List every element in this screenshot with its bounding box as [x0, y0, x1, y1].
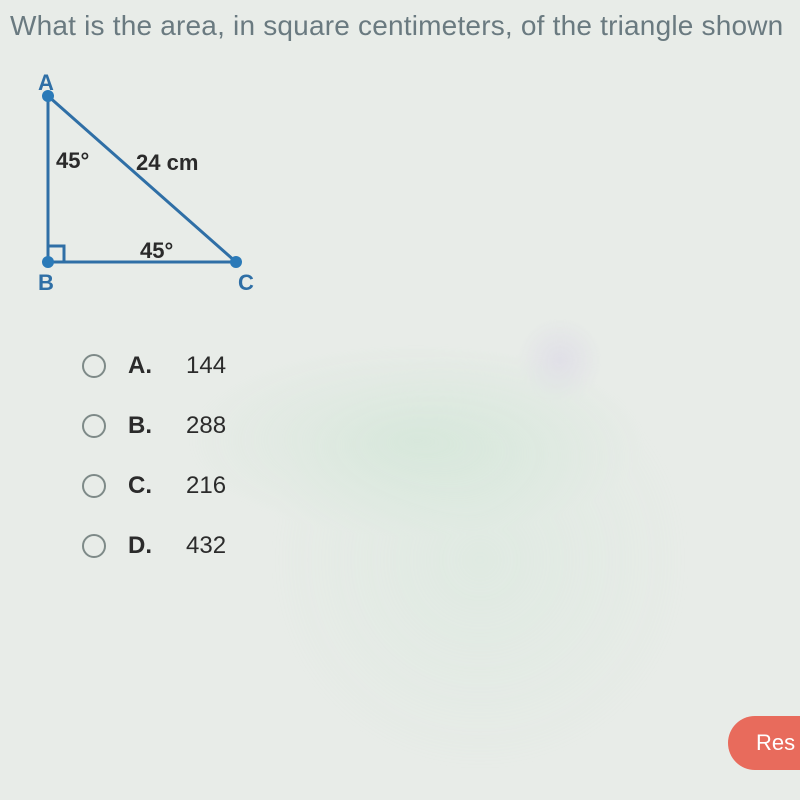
- answer-value: 432: [186, 532, 226, 560]
- answer-value: 216: [186, 472, 226, 500]
- vertex-label-c: C: [238, 270, 254, 296]
- answer-letter: B.: [128, 412, 172, 440]
- angle-c-label: 45°: [140, 238, 173, 264]
- triangle-svg: [20, 70, 300, 300]
- vertex-label-b: B: [38, 270, 54, 296]
- answer-option-b[interactable]: B. 288: [82, 412, 800, 440]
- answer-option-a[interactable]: A. 144: [82, 352, 800, 380]
- content-root: What is the area, in square centimeters,…: [0, 0, 800, 560]
- answer-letter: A.: [128, 352, 172, 380]
- radio-icon: [82, 354, 106, 378]
- answer-letter: C.: [128, 472, 172, 500]
- answer-letter: D.: [128, 532, 172, 560]
- answer-value: 288: [186, 412, 226, 440]
- answer-list: A. 144 B. 288 C. 216 D. 432: [82, 352, 800, 560]
- radio-icon: [82, 474, 106, 498]
- question-text: What is the area, in square centimeters,…: [0, 0, 800, 42]
- answer-option-d[interactable]: D. 432: [82, 532, 800, 560]
- radio-icon: [82, 534, 106, 558]
- triangle-figure: A B C 45° 45° 24 cm: [20, 70, 300, 300]
- answer-option-c[interactable]: C. 216: [82, 472, 800, 500]
- vertex-dot-c: [230, 256, 242, 268]
- vertex-dot-b: [42, 256, 54, 268]
- reset-button[interactable]: Res: [728, 716, 800, 770]
- radio-icon: [82, 414, 106, 438]
- answer-value: 144: [186, 352, 226, 380]
- vertex-label-a: A: [38, 70, 54, 96]
- hypotenuse-label: 24 cm: [136, 150, 198, 176]
- angle-a-label: 45°: [56, 148, 89, 174]
